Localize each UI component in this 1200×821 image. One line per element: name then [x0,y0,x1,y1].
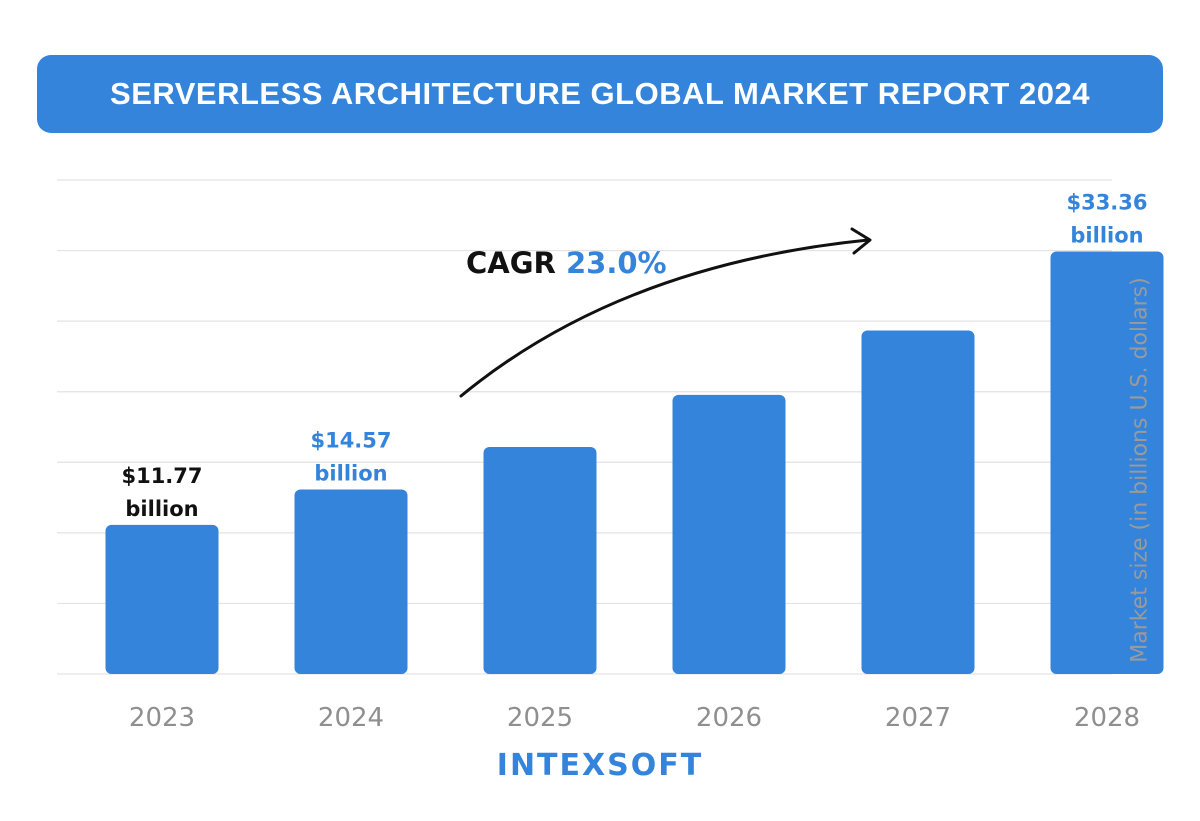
data-label-value: $14.57 [310,428,391,452]
data-label-unit: billion [1070,223,1143,247]
title-banner: SERVERLESS ARCHITECTURE GLOBAL MARKET RE… [37,55,1163,133]
x-tick-label: 2026 [696,703,762,733]
bar [294,489,408,674]
cagr-arrowhead [850,227,872,255]
bar [672,394,786,674]
cagr-arrow [459,238,870,398]
data-label-unit: billion [314,461,387,485]
bar [483,447,597,674]
chart-title: SERVERLESS ARCHITECTURE GLOBAL MARKET RE… [110,76,1090,111]
bar [861,330,975,674]
data-label-value: $11.77 [121,464,202,488]
data-label-value: $33.36 [1066,190,1147,214]
x-tick-label: 2025 [507,703,573,733]
bar [1050,251,1164,674]
x-tick-label: 2027 [885,703,951,733]
cagr-label: CAGR [466,246,556,280]
x-tick-label: 2023 [129,703,195,733]
cagr-annotation: CAGR 23.0% [466,246,667,280]
x-tick-label: 2024 [318,703,384,733]
intexsoft-logo: INTEXSOFT [496,748,704,783]
cagr-value: 23.0% [565,246,667,280]
bar [105,524,219,674]
y-axis-label: Market size (in billions U.S. dollars) [1127,277,1153,663]
data-label-unit: billion [125,497,198,521]
x-tick-label: 2028 [1074,703,1140,733]
